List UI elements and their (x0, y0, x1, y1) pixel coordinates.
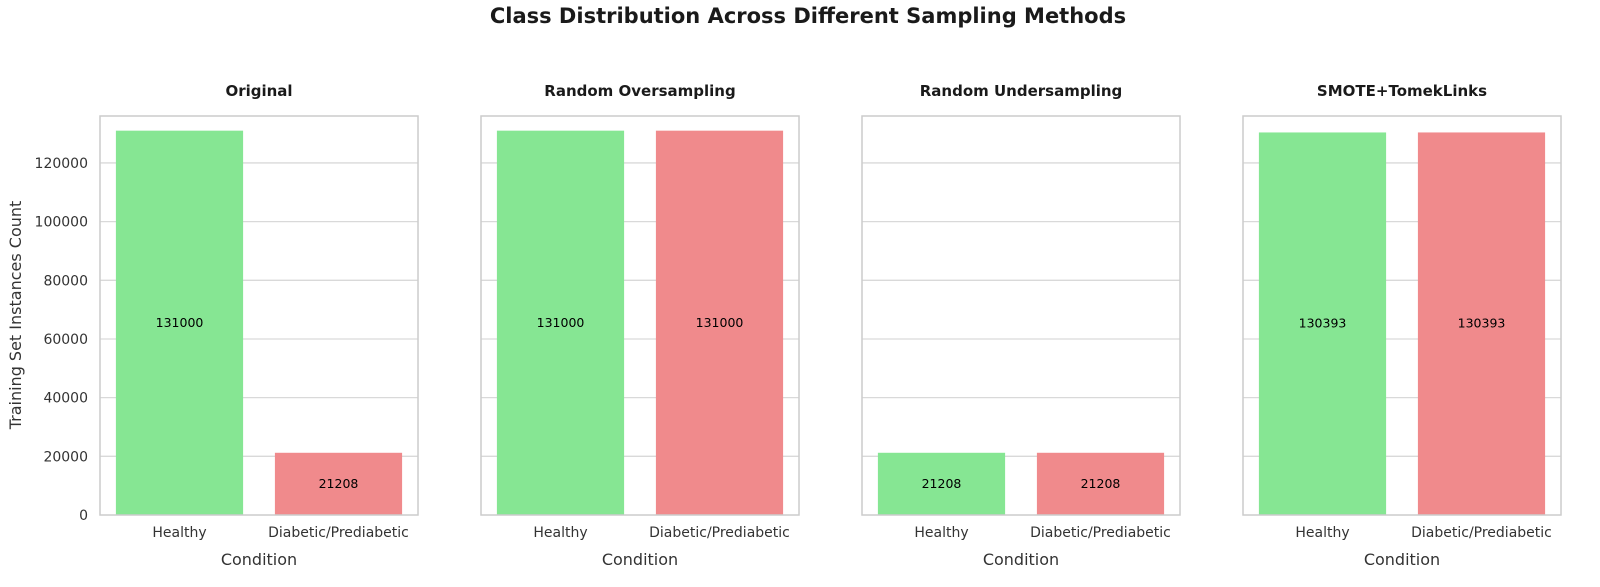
panel-title: Random Oversampling (544, 82, 735, 100)
panel-0: 131000 Healthy 21208 Diabetic/Prediabetic Or… (35, 82, 419, 569)
x-tick-label: Diabetic/Prediabetic (649, 525, 790, 541)
panel-title: Random Undersampling (920, 82, 1123, 100)
bar-value-label: 131000 (156, 315, 204, 330)
x-axis-label: Condition (221, 550, 297, 569)
x-tick-label: Diabetic/Prediabetic (268, 525, 409, 541)
bar-diabetic (1036, 452, 1165, 515)
bar-diabetic (655, 130, 784, 515)
y-tick-label: 120000 (35, 156, 88, 172)
bar-value-label: 21208 (319, 476, 359, 491)
x-axis-label: Condition (1364, 550, 1440, 569)
x-tick-label: Diabetic/Prediabetic (1411, 525, 1552, 541)
bar-healthy (115, 130, 244, 515)
panel-frame (861, 115, 1181, 516)
bar-healthy (1258, 132, 1387, 515)
y-tick-label: 40000 (43, 391, 88, 407)
bar-diabetic (1417, 132, 1546, 515)
bar-value-label: 130393 (1299, 316, 1347, 331)
panel-2: 21208 Healthy 21208 Diabetic/Prediabetic Ran… (861, 82, 1181, 569)
x-tick-label: Diabetic/Prediabetic (1030, 525, 1171, 541)
y-tick-label: 60000 (43, 332, 88, 348)
bar-healthy (877, 452, 1006, 515)
panel-frame (480, 115, 800, 516)
panel-title: Original (225, 82, 292, 100)
bar-value-label: 131000 (537, 315, 585, 330)
x-tick-label: Healthy (152, 525, 206, 541)
panel-frame (99, 115, 419, 516)
panel-1: 131000 Healthy 131000 Diabetic/Prediabetic R… (480, 82, 800, 569)
y-tick-label: 20000 (43, 449, 88, 465)
y-tick-label: 100000 (35, 215, 88, 231)
panel-title: SMOTE+TomekLinks (1317, 82, 1487, 100)
bar-healthy (496, 130, 625, 515)
bar-diabetic (274, 452, 403, 515)
bar-value-label: 130393 (1458, 316, 1506, 331)
y-axis-label: Training Set Instances Count (6, 201, 25, 431)
panel-frame (1242, 115, 1562, 516)
x-axis-label: Condition (983, 550, 1059, 569)
x-tick-label: Healthy (1295, 525, 1349, 541)
bar-value-label: 21208 (922, 476, 962, 491)
x-tick-label: Healthy (914, 525, 968, 541)
panels: 131000 Healthy 21208 Diabetic/Prediabetic Or… (35, 82, 1562, 569)
y-tick-label: 0 (79, 508, 88, 524)
chart-title: Class Distribution Across Different Samp… (490, 4, 1126, 28)
panel-3: 130393 Healthy 130393 Diabetic/Prediabetic S… (1242, 82, 1562, 569)
x-axis-label: Condition (602, 550, 678, 569)
bar-value-label: 131000 (696, 315, 744, 330)
bar-value-label: 21208 (1081, 476, 1121, 491)
y-tick-label: 80000 (43, 273, 88, 289)
x-tick-label: Healthy (533, 525, 587, 541)
